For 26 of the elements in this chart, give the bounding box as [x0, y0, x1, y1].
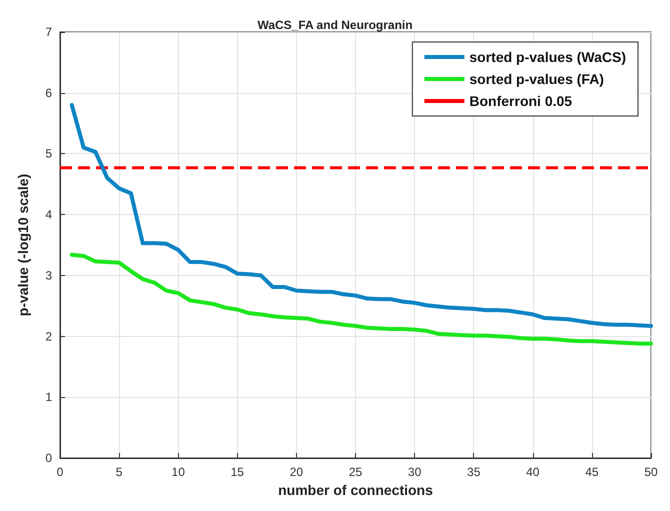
x-tick-label: 45 — [585, 465, 599, 479]
x-tick-label: 5 — [116, 465, 123, 479]
y-tick-label: 3 — [45, 268, 52, 282]
chart-title: WaCS_FA and Neurogranin — [257, 18, 413, 32]
x-tick-label: 10 — [172, 465, 186, 479]
y-tick-label: 6 — [45, 86, 52, 100]
y-tick-label: 5 — [45, 146, 52, 161]
x-tick-label: 20 — [290, 465, 304, 479]
y-tick-label: 0 — [45, 451, 52, 465]
x-tick-label: 25 — [348, 465, 362, 479]
x-tick-label: 15 — [230, 465, 244, 479]
legend-label: sorted p-values (FA) — [469, 71, 604, 87]
y-tick-label: 2 — [45, 329, 52, 344]
legend-label: Bonferroni 0.05 — [469, 93, 572, 109]
x-axis-title: number of connections — [278, 482, 434, 498]
y-tick-label: 4 — [45, 208, 52, 222]
x-tick-label: 40 — [526, 465, 540, 479]
x-tick-label: 30 — [408, 465, 422, 479]
x-tick-label: 0 — [56, 465, 64, 479]
x-tick-label: 50 — [644, 465, 658, 479]
y-tick-label: 7 — [45, 25, 52, 39]
y-tick-label: 1 — [45, 390, 52, 404]
legend-label: sorted p-values (WaCS) — [469, 49, 626, 65]
y-axis-title: p-value (-log10 scale) — [15, 174, 31, 316]
line-series — [70, 252, 653, 346]
x-tick-label: 35 — [467, 465, 481, 479]
